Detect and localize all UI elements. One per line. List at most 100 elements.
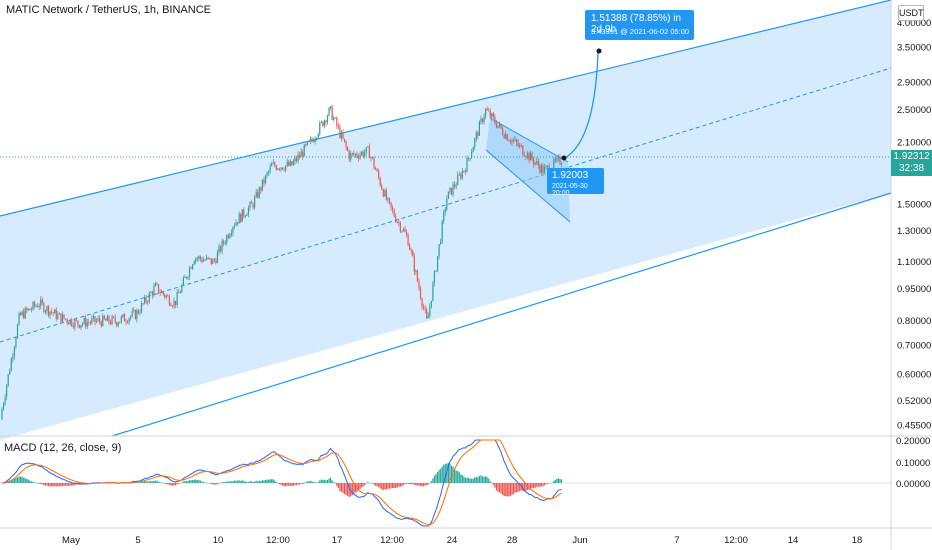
price-axis[interactable]: 4.00000 3.50000 2.90000 2.50000 2.10000 1.500… — [897, 18, 931, 432]
candle — [502, 125, 504, 136]
macd-title[interactable]: MACD (12, 26, close, 9) — [4, 442, 122, 454]
macd-histogram-bar — [24, 478, 26, 483]
candle — [258, 186, 260, 199]
candle — [94, 315, 96, 326]
macd-histogram-bar — [305, 482, 307, 483]
macd-histogram-bar — [421, 483, 423, 487]
currency-label[interactable]: USDT — [898, 5, 924, 21]
macd-histogram-bar — [393, 483, 395, 488]
candle — [517, 139, 519, 148]
macd-histogram-bar — [184, 481, 186, 483]
macd-histogram-bar — [58, 483, 60, 487]
candle — [126, 319, 129, 324]
projection-end-point[interactable] — [596, 48, 602, 54]
macd-histogram-bar — [312, 482, 315, 483]
candle — [458, 171, 460, 176]
candle — [255, 188, 257, 199]
candle — [226, 233, 228, 246]
candle — [343, 138, 346, 143]
candle — [210, 258, 212, 266]
macd-histogram-bar — [340, 483, 343, 492]
macd-histogram-bar — [16, 477, 19, 483]
candle — [492, 111, 494, 119]
macd-histogram-bar — [471, 478, 473, 483]
candle — [195, 257, 197, 265]
macd-histogram-bar — [75, 483, 77, 485]
candle — [202, 256, 205, 263]
macd-histogram-bar — [181, 482, 183, 484]
candle — [421, 297, 423, 310]
macd-histogram-bar — [12, 479, 14, 483]
macd-histogram-bar — [274, 480, 276, 483]
macd-histogram-bar — [216, 483, 219, 485]
candle — [261, 179, 263, 192]
macd-histogram-bar — [497, 483, 499, 492]
macd-histogram-bar — [202, 481, 205, 483]
candle — [111, 314, 113, 326]
projection-target-label[interactable]: 1.51388 (78.85%) in 2d 9h 3.43391 @ 2021… — [585, 10, 694, 40]
time-axis-label-12: 14 — [788, 535, 799, 546]
candle — [9, 368, 11, 375]
candle — [230, 229, 232, 238]
macd-histogram-bar — [491, 482, 493, 484]
candle — [201, 256, 203, 264]
macd-histogram-bar — [224, 481, 226, 483]
macd-histogram-bar — [367, 481, 369, 483]
main-pane[interactable] — [0, 0, 892, 440]
candle — [334, 117, 336, 119]
candle — [505, 130, 507, 140]
candle — [77, 320, 79, 329]
macd-histogram-bar — [319, 480, 321, 483]
macd-histogram-bar — [44, 483, 46, 486]
projection-start-label[interactable]: 1.92003 2021-05-30 20:00 — [547, 168, 604, 197]
candle — [254, 195, 256, 211]
candle — [432, 280, 434, 302]
macd-histogram-bar — [241, 480, 243, 483]
candle — [402, 227, 405, 232]
candle — [543, 163, 546, 174]
macd-histogram-bar — [212, 483, 214, 485]
projection-start-point[interactable] — [561, 155, 567, 161]
macd-pane[interactable]: 0.20000 0.10000 0.00000 — [0, 436, 930, 527]
candle — [331, 104, 333, 121]
candle — [64, 318, 67, 321]
candle — [446, 195, 448, 212]
macd-histogram-bar — [376, 483, 378, 487]
time-axis[interactable]: May 5 10 12:00 17 12:00 24 28 Jun 7 12:00 14 18 — [62, 535, 862, 546]
candle — [531, 151, 533, 162]
candle — [312, 137, 315, 143]
macd-histogram-bar — [322, 479, 324, 483]
macd-histogram-bar — [165, 483, 167, 485]
candle — [418, 278, 420, 291]
macd-histogram-bar — [405, 483, 408, 484]
macd-histogram-bar — [365, 483, 367, 484]
macd-histogram-bar — [167, 483, 169, 485]
candle — [443, 209, 445, 225]
macd-histogram-bar — [82, 483, 84, 485]
macd-histogram-bar — [553, 480, 555, 483]
candle — [449, 187, 451, 195]
candle — [88, 318, 90, 326]
macd-histogram-bar — [402, 483, 405, 486]
candle — [469, 157, 471, 162]
macd-histogram-bar — [147, 481, 149, 483]
macd-histogram-bar — [221, 482, 223, 483]
macd-histogram-bar — [258, 480, 260, 483]
candle — [491, 112, 493, 121]
candle — [246, 212, 248, 217]
candle — [21, 310, 23, 317]
macd-histogram-bar — [483, 476, 485, 483]
candle — [140, 300, 143, 314]
candle — [75, 317, 77, 322]
macd-histogram-bar — [326, 479, 329, 483]
candle — [457, 171, 459, 186]
candle — [525, 155, 527, 161]
macd-histogram-bar — [351, 483, 353, 496]
candle — [24, 306, 26, 320]
candle — [193, 260, 195, 265]
macd-histogram-bar — [264, 479, 267, 483]
macd-axis-label-1: 0.20000 — [896, 436, 930, 447]
macd-histogram-bar — [277, 483, 279, 484]
macd-histogram-bar — [488, 478, 490, 483]
